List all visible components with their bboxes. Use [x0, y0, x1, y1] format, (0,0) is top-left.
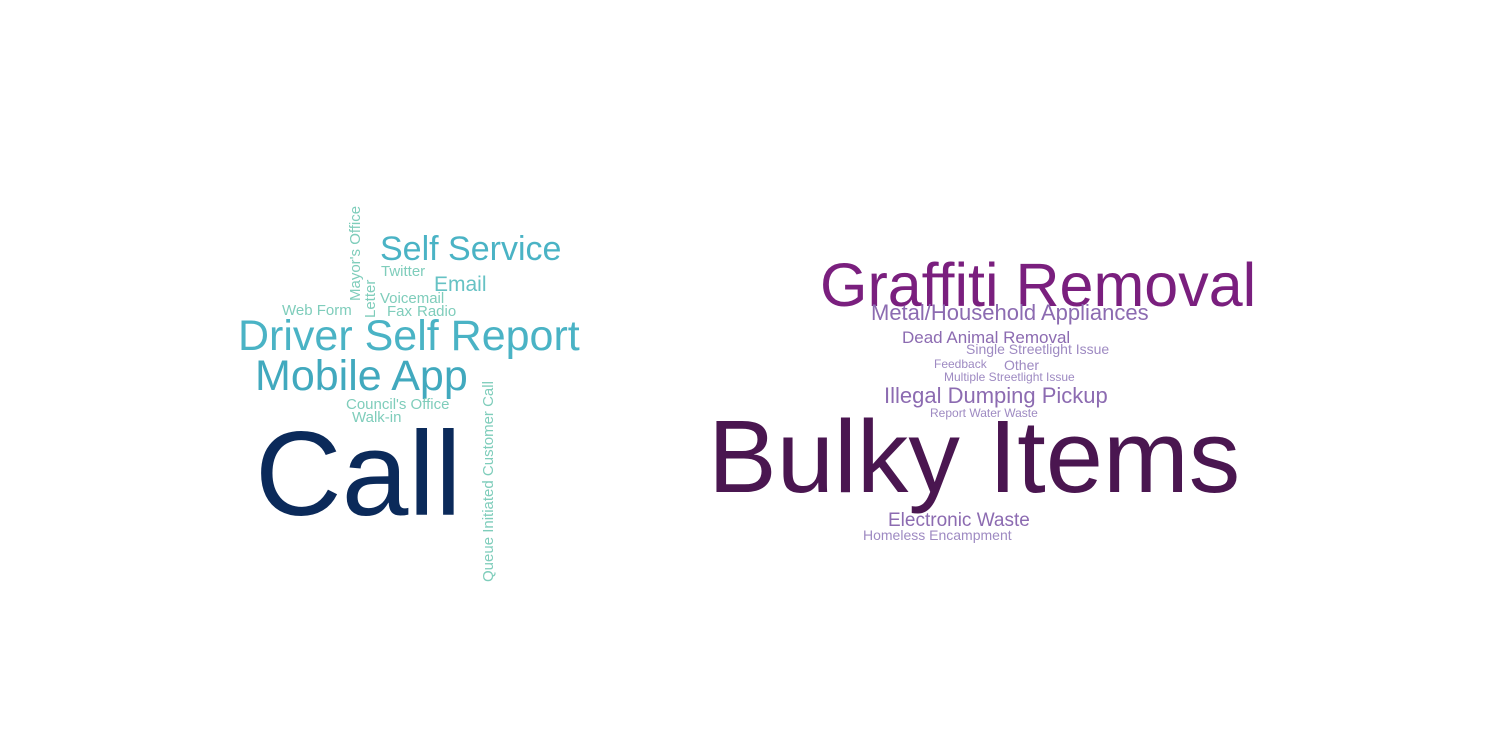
word-councils-office: Council's Office — [346, 396, 450, 413]
word-self-service: Self Service — [380, 230, 562, 268]
word-single-streetlight-issue: Single Streetlight Issue — [966, 341, 1110, 357]
word-letter: Letter — [362, 279, 379, 318]
word-mayors-office: Mayor's Office — [347, 205, 364, 301]
word-mobile-app: Mobile App — [255, 352, 468, 400]
word-cloud-request-type: Bulky Items Graffiti Removal Metal/House… — [708, 0, 1490, 736]
word-multiple-streetlight-issue: Multiple Streetlight Issue — [944, 370, 1075, 384]
word-cloud-request-source: Call Mobile App Driver Self Report Self … — [238, 205, 580, 582]
word-walk-in: Walk-in — [352, 409, 402, 426]
word-voicemail: Voicemail — [380, 290, 445, 307]
word-twitter: Twitter — [381, 263, 426, 280]
word-dead-animal-removal: Dead Animal Removal — [902, 328, 1071, 347]
word-homeless-encampment: Homeless Encampment — [863, 527, 1012, 543]
word-call: Call — [255, 407, 462, 541]
word-driver-self-report: Driver Self Report — [238, 312, 580, 360]
word-graffiti-removal: Graffiti Removal — [820, 251, 1257, 319]
word-radio: Radio — [417, 303, 457, 320]
word-report-water-waste: Report Water Waste — [930, 406, 1038, 420]
word-fax: Fax — [387, 303, 413, 320]
word-metal-household-appliances: Metal/Household Appliances — [871, 300, 1149, 325]
word-email: Email — [434, 273, 487, 296]
word-electronic-waste: Electronic Waste — [888, 510, 1030, 531]
word-other: Other — [1004, 357, 1040, 373]
word-feedback: Feedback — [934, 357, 987, 371]
word-illegal-dumping-pickup: Illegal Dumping Pickup — [884, 383, 1108, 408]
word-bulky-items: Bulky Items — [708, 399, 1241, 514]
word-queue-initiated-customer-call: Queue Initiated Customer Call — [480, 381, 497, 582]
word-web-form: Web Form — [282, 302, 352, 319]
